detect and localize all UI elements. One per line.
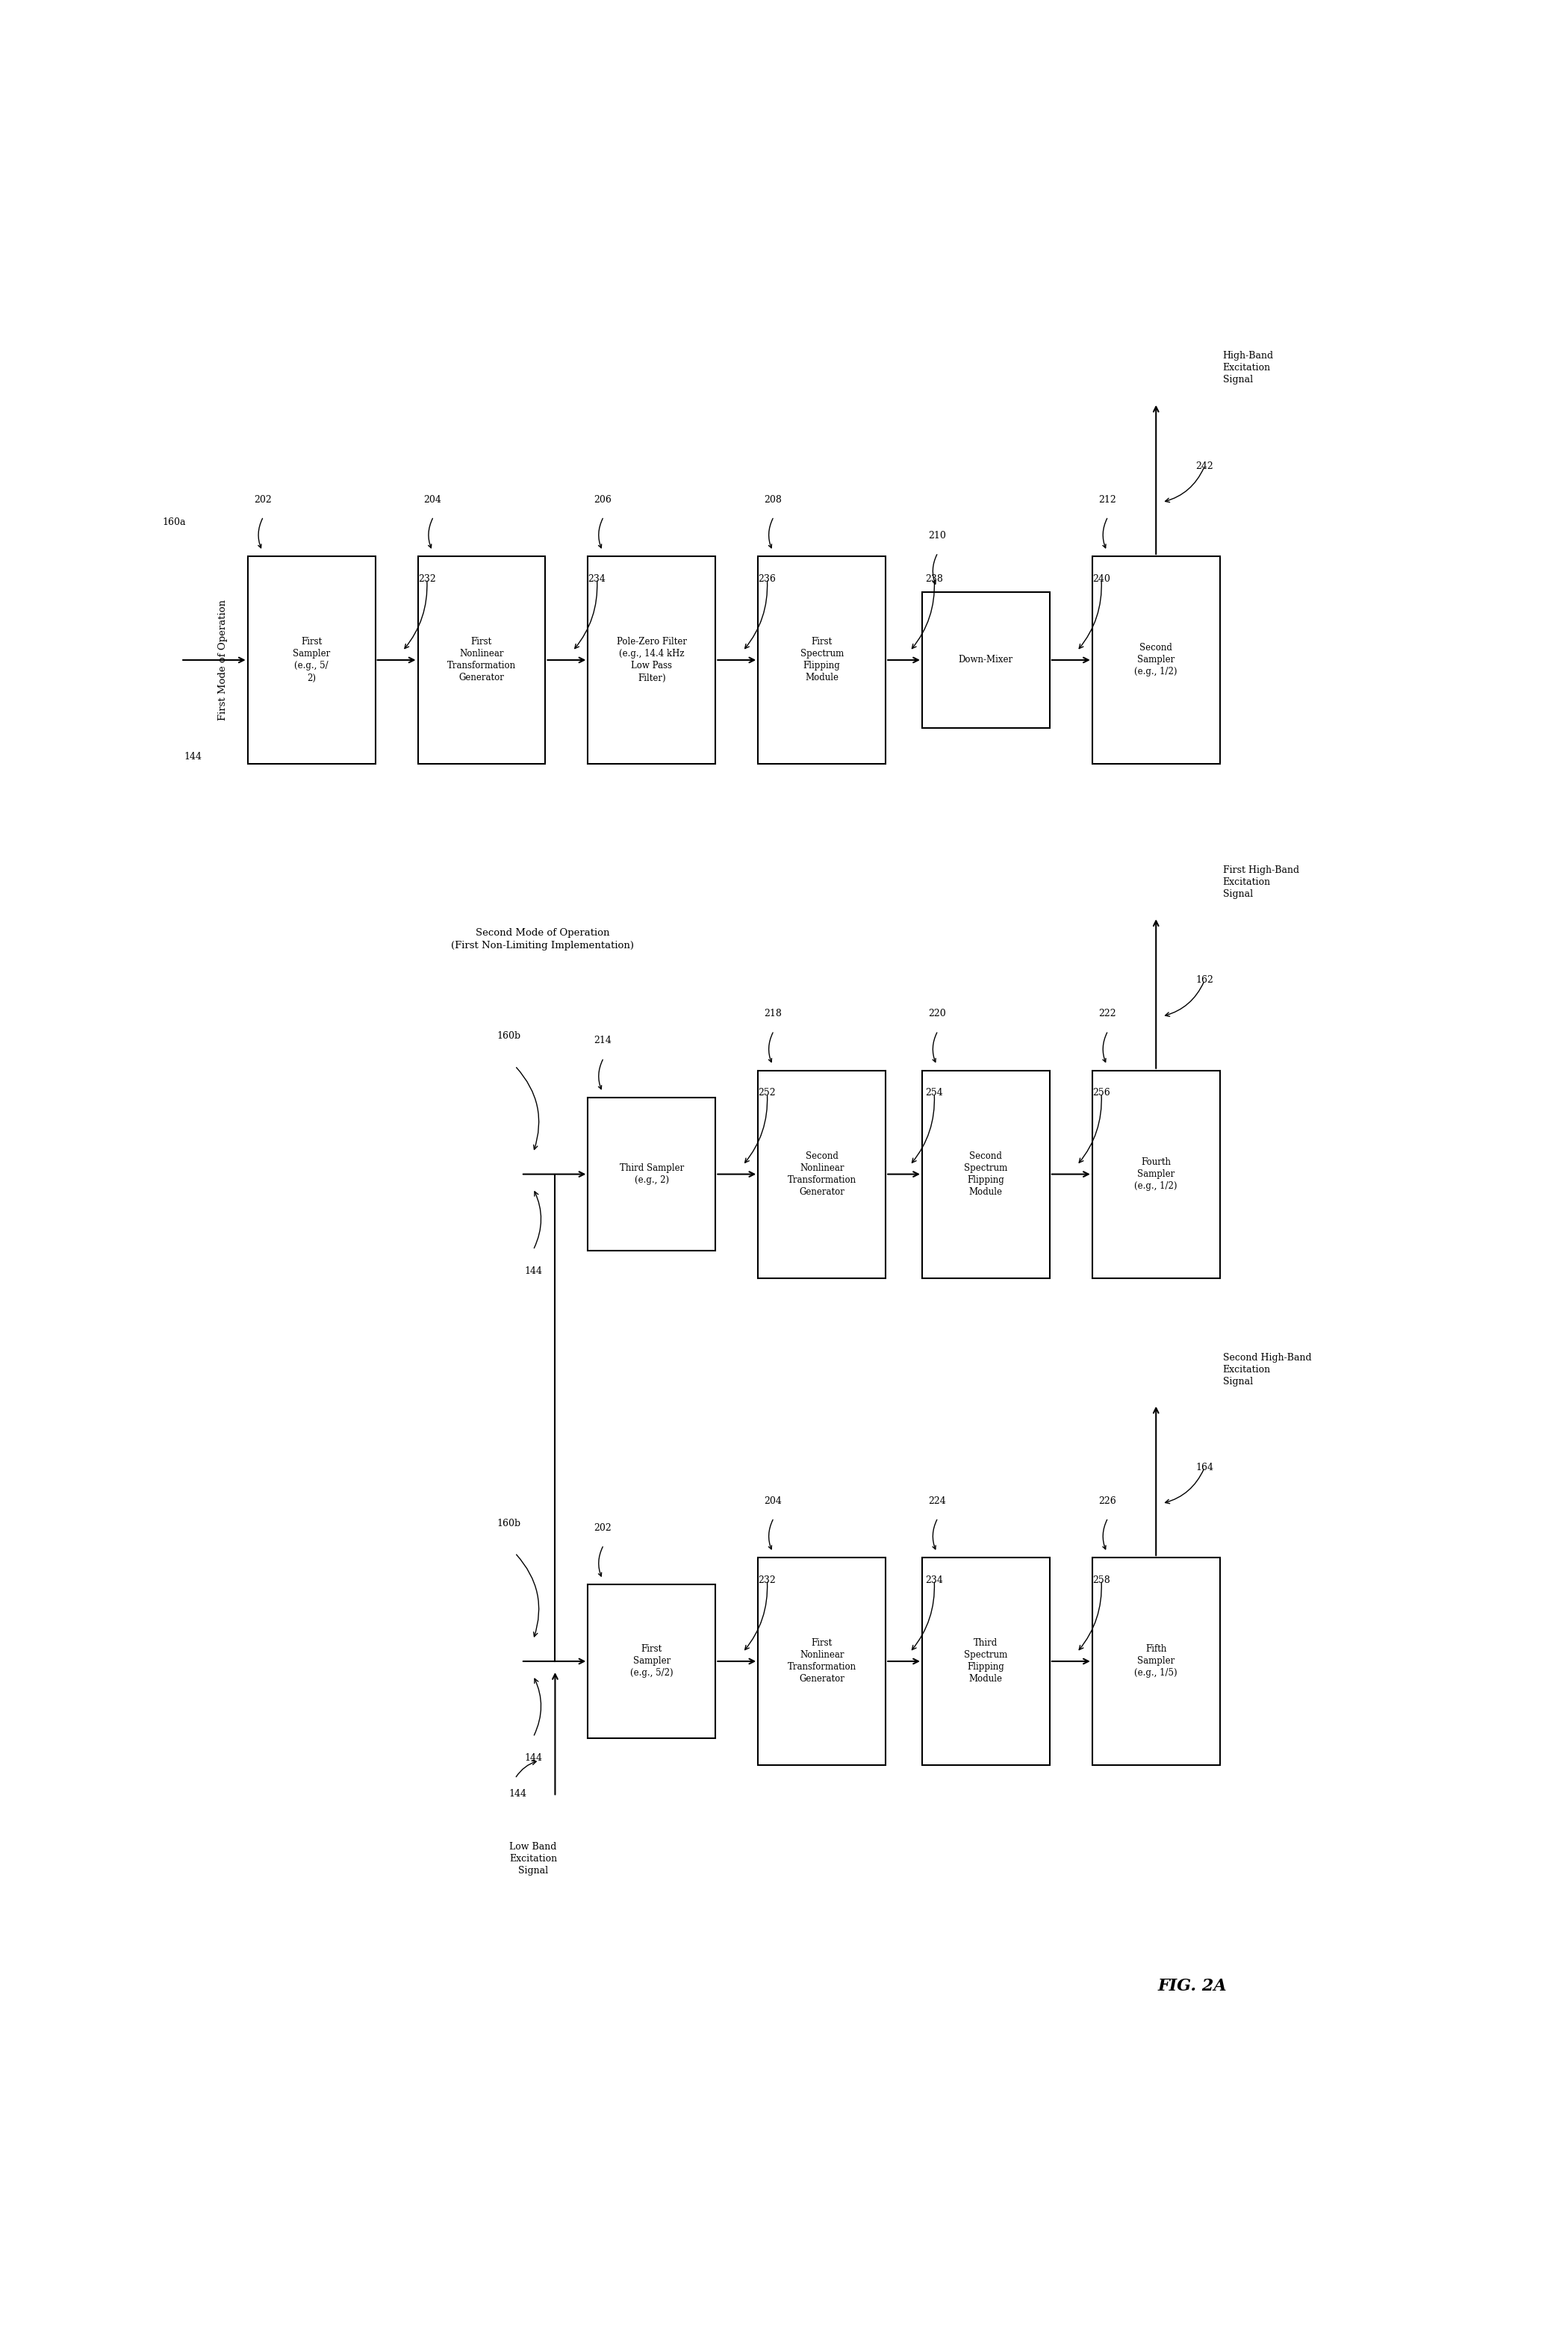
Text: First
Spectrum
Flipping
Module: First Spectrum Flipping Module: [800, 637, 844, 682]
Bar: [922, 1071, 1049, 1277]
Text: Second High-Band
Excitation
Signal: Second High-Band Excitation Signal: [1223, 1352, 1311, 1387]
Text: 160b: 160b: [497, 1518, 521, 1528]
Bar: [757, 1071, 886, 1277]
Bar: [1093, 555, 1220, 764]
Text: 252: 252: [759, 1087, 776, 1099]
Bar: [417, 555, 546, 764]
Text: Down-Mixer: Down-Mixer: [958, 656, 1013, 665]
Text: 214: 214: [594, 1036, 612, 1045]
Text: 212: 212: [1098, 494, 1116, 504]
Text: 256: 256: [1093, 1087, 1110, 1099]
Text: Second
Nonlinear
Transformation
Generator: Second Nonlinear Transformation Generato…: [787, 1150, 856, 1197]
Text: 144: 144: [183, 752, 202, 761]
Text: 240: 240: [1093, 574, 1110, 583]
Text: 234: 234: [588, 574, 605, 583]
Text: High-Band
Excitation
Signal: High-Band Excitation Signal: [1223, 351, 1273, 384]
Text: Second
Sampler
(e.g., 1/2): Second Sampler (e.g., 1/2): [1135, 644, 1178, 677]
Text: First
Nonlinear
Transformation
Generator: First Nonlinear Transformation Generator: [447, 637, 516, 682]
Text: Low Band
Excitation
Signal: Low Band Excitation Signal: [510, 1842, 557, 1874]
Text: 202: 202: [594, 1523, 612, 1532]
Text: First
Nonlinear
Transformation
Generator: First Nonlinear Transformation Generator: [787, 1638, 856, 1685]
Text: Third
Spectrum
Flipping
Module: Third Spectrum Flipping Module: [964, 1638, 1008, 1685]
Text: Pole-Zero Filter
(e.g., 14.4 kHz
Low Pass
Filter): Pole-Zero Filter (e.g., 14.4 kHz Low Pas…: [616, 637, 687, 682]
Text: 224: 224: [928, 1495, 946, 1507]
Text: FIG. 2A: FIG. 2A: [1157, 1977, 1228, 1994]
Text: 210: 210: [928, 532, 946, 541]
Text: 144: 144: [524, 1753, 543, 1762]
Text: 162: 162: [1196, 975, 1214, 984]
Text: First Mode of Operation: First Mode of Operation: [218, 600, 227, 722]
Text: Fifth
Sampler
(e.g., 1/5): Fifth Sampler (e.g., 1/5): [1135, 1645, 1178, 1678]
Text: First
Sampler
(e.g., 5/
2): First Sampler (e.g., 5/ 2): [293, 637, 331, 682]
Text: Fourth
Sampler
(e.g., 1/2): Fourth Sampler (e.g., 1/2): [1135, 1157, 1178, 1190]
Text: Second
Spectrum
Flipping
Module: Second Spectrum Flipping Module: [964, 1150, 1008, 1197]
Text: 254: 254: [925, 1087, 942, 1099]
Text: 202: 202: [254, 494, 271, 504]
Bar: [248, 555, 375, 764]
Text: First
Sampler
(e.g., 5/2): First Sampler (e.g., 5/2): [630, 1645, 673, 1678]
Bar: [757, 555, 886, 764]
Text: 144: 144: [510, 1790, 527, 1799]
Bar: [922, 1558, 1049, 1764]
Text: 232: 232: [419, 574, 436, 583]
Text: 258: 258: [1093, 1574, 1110, 1584]
Text: 164: 164: [1196, 1462, 1214, 1471]
Bar: [588, 1097, 715, 1251]
Text: 204: 204: [764, 1495, 782, 1507]
Text: 206: 206: [594, 494, 612, 504]
Text: 236: 236: [759, 574, 776, 583]
Text: 242: 242: [1196, 462, 1214, 471]
Text: 218: 218: [764, 1010, 782, 1019]
Text: 234: 234: [925, 1574, 942, 1584]
Text: 160a: 160a: [163, 518, 187, 527]
Bar: [757, 1558, 886, 1764]
Text: 208: 208: [764, 494, 782, 504]
Text: 238: 238: [925, 574, 942, 583]
Text: 226: 226: [1098, 1495, 1116, 1507]
Text: 222: 222: [1098, 1010, 1116, 1019]
Bar: [922, 593, 1049, 729]
Text: Third Sampler
(e.g., 2): Third Sampler (e.g., 2): [619, 1164, 684, 1186]
Bar: [1093, 1558, 1220, 1764]
Text: 232: 232: [759, 1574, 776, 1584]
Text: 220: 220: [928, 1010, 946, 1019]
Text: 204: 204: [423, 494, 442, 504]
Text: First High-Band
Excitation
Signal: First High-Band Excitation Signal: [1223, 865, 1300, 900]
Bar: [588, 555, 715, 764]
Text: 144: 144: [524, 1265, 543, 1275]
Text: Second Mode of Operation
(First Non-Limiting Implementation): Second Mode of Operation (First Non-Limi…: [452, 928, 633, 951]
Text: 160b: 160b: [497, 1031, 521, 1040]
Bar: [1093, 1071, 1220, 1277]
Bar: [588, 1584, 715, 1739]
